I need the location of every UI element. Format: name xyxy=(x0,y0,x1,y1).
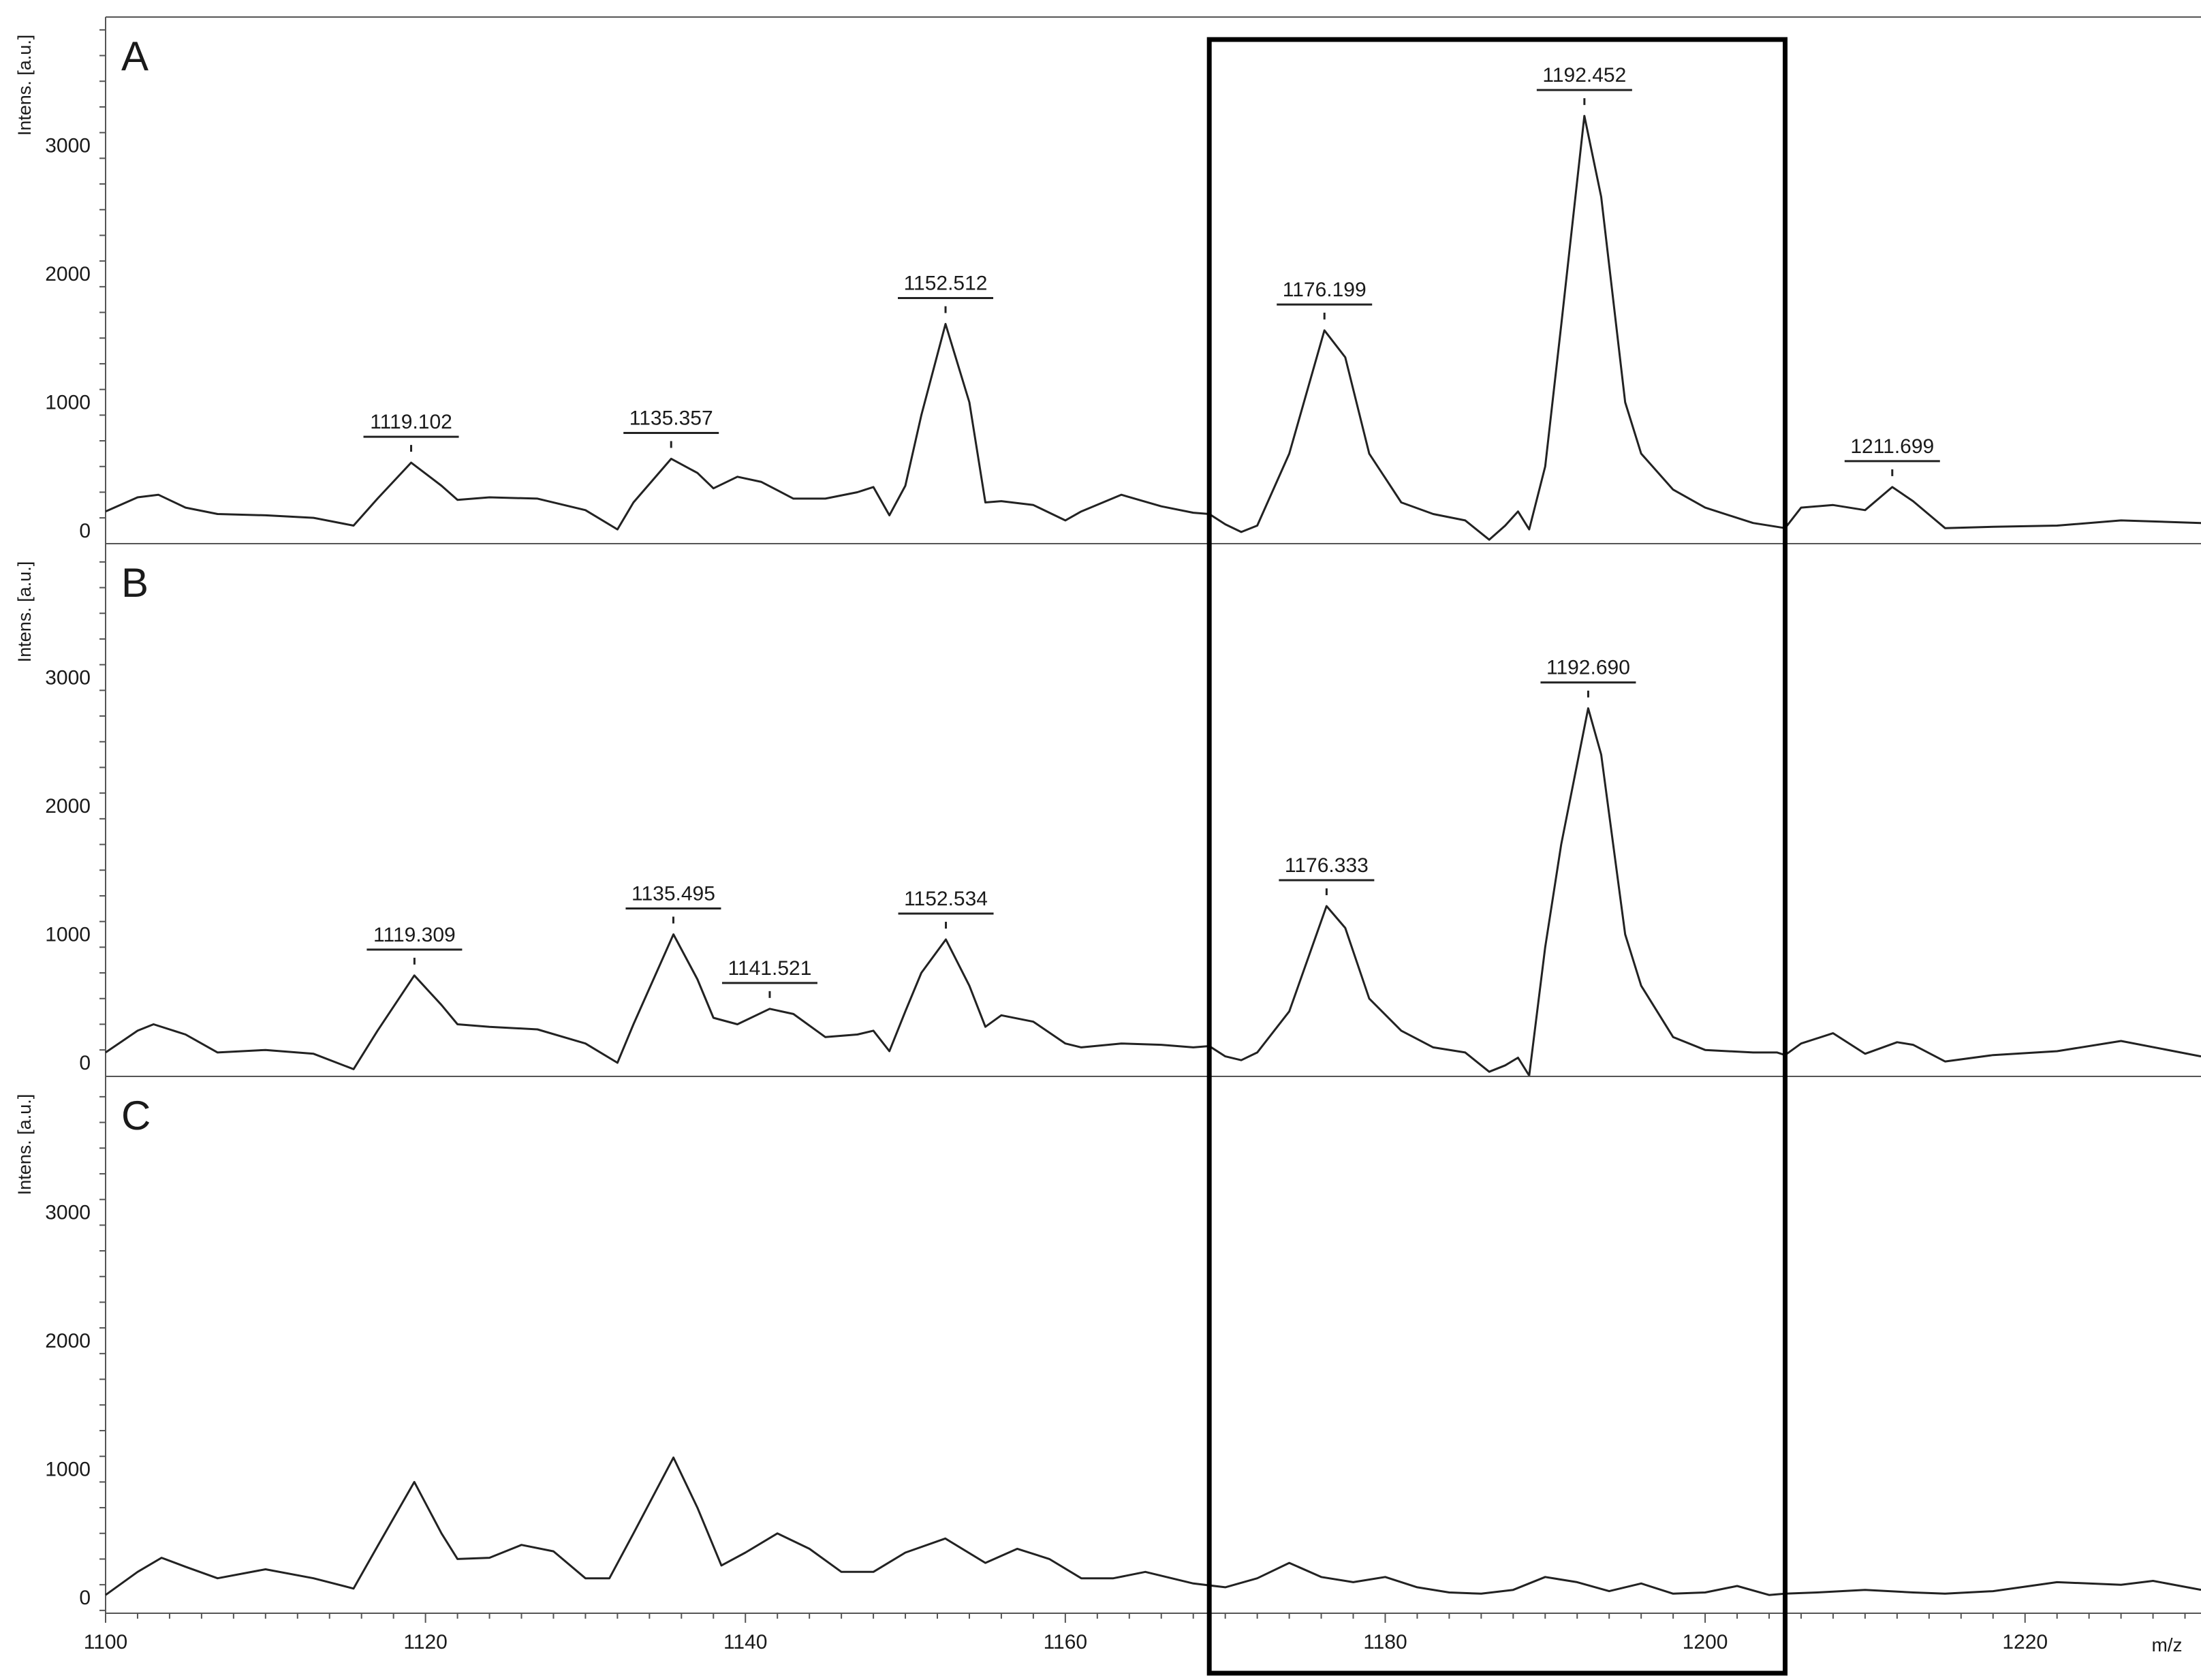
y-axis-title: Intens. [a.u.] xyxy=(14,561,35,663)
y-tick-label: 2000 xyxy=(45,795,91,818)
peak-label: 1135.357 xyxy=(623,407,719,448)
peak-label: 1135.495 xyxy=(625,883,721,924)
peak-label: 1176.199 xyxy=(1277,279,1373,320)
peak-label-text: 1192.452 xyxy=(1542,64,1626,87)
peak-label: 1141.521 xyxy=(721,957,817,998)
y-tick-label: 0 xyxy=(79,1587,91,1609)
x-tick-label: 1120 xyxy=(403,1631,448,1653)
peak-label: 1211.699 xyxy=(1844,435,1940,476)
y-tick-label: 3000 xyxy=(45,1202,91,1224)
y-tick-label: 1000 xyxy=(45,392,91,414)
peak-label: 1152.512 xyxy=(898,273,994,313)
y-axis-title: Intens. [a.u.] xyxy=(14,35,35,136)
peak-label: 1152.534 xyxy=(898,888,994,929)
y-tick-label: 0 xyxy=(79,520,91,542)
panel-letter: A xyxy=(121,33,149,79)
spectrum-trace xyxy=(105,1457,2201,1596)
peak-label: 1192.690 xyxy=(1540,657,1636,698)
peak-label-text: 1119.309 xyxy=(373,924,456,946)
peak-label: 1119.309 xyxy=(366,924,463,965)
x-tick-label: 1220 xyxy=(2002,1631,2048,1653)
x-tick-label: 1100 xyxy=(84,1631,128,1653)
x-axis-unit-label: m/z xyxy=(2151,1634,2182,1655)
peak-label-text: 1192.690 xyxy=(1546,657,1630,679)
x-tick-label: 1160 xyxy=(1044,1631,1088,1653)
spectrum-panels: 0 1000 2000 3000 Intens. [a.u.] A 1119.102 1135… xyxy=(14,16,2201,1613)
x-tick-label: 1140 xyxy=(723,1631,768,1653)
peak-label-text: 1176.333 xyxy=(1285,854,1369,877)
y-tick-label: 0 xyxy=(79,1052,91,1074)
peak-label-text: 1176.199 xyxy=(1283,279,1367,301)
peak-label-text: 1141.521 xyxy=(728,957,811,980)
y-tick-label: 3000 xyxy=(45,667,91,689)
spectrum-trace xyxy=(105,707,2201,1077)
peak-label: 1119.102 xyxy=(363,411,459,452)
y-tick-label: 2000 xyxy=(45,263,91,285)
peak-label-text: 1119.102 xyxy=(370,411,452,433)
y-tick-label: 3000 xyxy=(45,135,91,157)
panel-a: 0 1000 2000 3000 Intens. [a.u.] A 1119.102 1135… xyxy=(14,16,2201,544)
x-tick-label: 1180 xyxy=(1363,1631,1407,1653)
x-axis: 1100 1120 1140 1160 1180 1200 1220 xyxy=(84,1613,2201,1653)
highlight-box xyxy=(1206,37,1788,1676)
y-tick-label: 1000 xyxy=(45,1459,91,1481)
y-axis-title: Intens. [a.u.] xyxy=(14,1094,35,1196)
peak-label-text: 1135.495 xyxy=(631,883,715,905)
peak-label-text: 1135.357 xyxy=(629,407,713,429)
panel-c: 0 1000 2000 3000 Intens. [a.u.] C xyxy=(14,1076,2201,1613)
peak-label: 1176.333 xyxy=(1279,854,1375,896)
panel-letter: C xyxy=(121,1093,151,1138)
y-tick-label: 1000 xyxy=(45,924,91,946)
peak-label-text: 1152.534 xyxy=(904,888,988,910)
y-tick-label: 2000 xyxy=(45,1330,91,1352)
panel-b: 0 1000 2000 3000 Intens. [a.u.] B 1119.309 1135… xyxy=(14,543,2201,1077)
x-tick-label: 1200 xyxy=(1683,1631,1728,1653)
spectrum-trace xyxy=(105,114,2201,541)
peak-label-text: 1211.699 xyxy=(1850,435,1934,458)
peak-label-text: 1152.512 xyxy=(904,273,988,295)
panel-letter: B xyxy=(121,560,149,606)
peak-label: 1192.452 xyxy=(1536,64,1632,106)
